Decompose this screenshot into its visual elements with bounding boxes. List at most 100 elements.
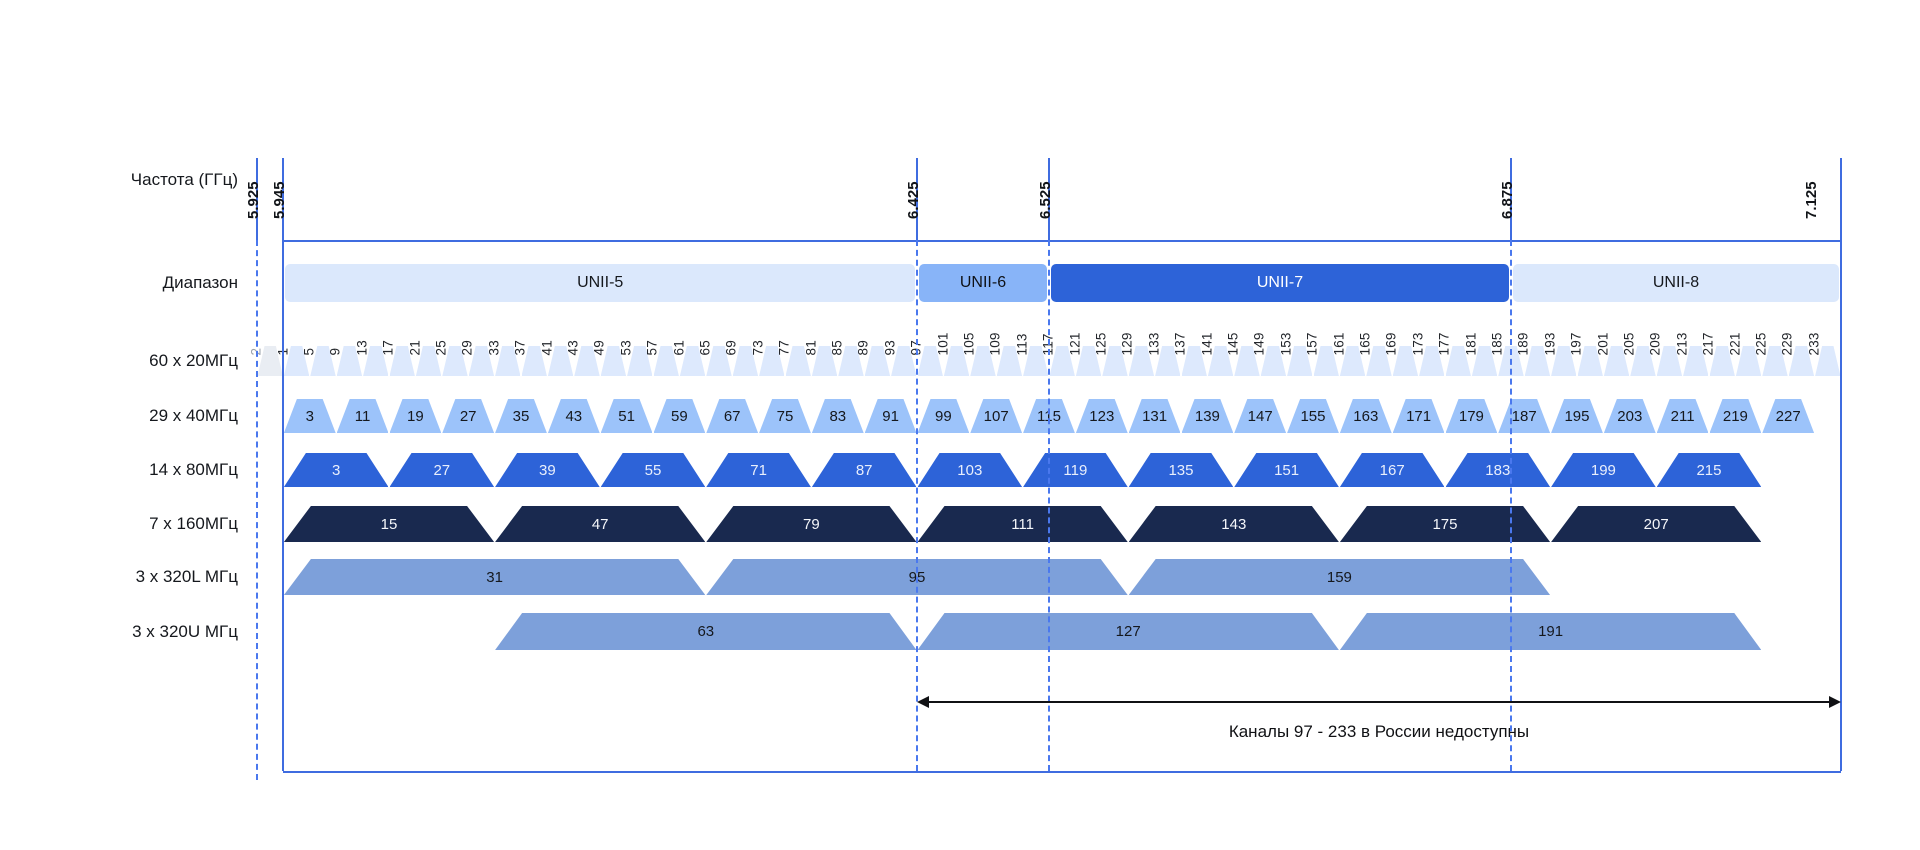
channel-number-label: 69 bbox=[723, 340, 739, 356]
channel-label: 187 bbox=[1511, 407, 1537, 425]
channel-label: 215 bbox=[1696, 461, 1722, 479]
channel-trapezoid: 195 bbox=[1551, 399, 1603, 433]
channel-label: 75 bbox=[776, 407, 794, 425]
channel-label: 195 bbox=[1564, 407, 1590, 425]
channel-trapezoid: 47 bbox=[495, 506, 705, 542]
channel-trapezoid: 155 bbox=[1287, 399, 1339, 433]
channel-trapezoid: 43 bbox=[548, 399, 600, 433]
channel-number-label: 225 bbox=[1753, 332, 1769, 356]
channel-label: 163 bbox=[1353, 407, 1379, 425]
channel-label: 131 bbox=[1142, 407, 1168, 425]
channel-label: 219 bbox=[1722, 407, 1748, 425]
row-label: 7 x 160МГц bbox=[149, 514, 238, 533]
channel-number-label: 161 bbox=[1331, 332, 1347, 356]
channel-label: 167 bbox=[1379, 461, 1405, 479]
channel-label: 111 bbox=[1011, 515, 1034, 533]
channel-number-label: 109 bbox=[987, 332, 1003, 356]
channel-trapezoid: 199 bbox=[1551, 453, 1656, 487]
channel-trapezoid: 59 bbox=[654, 399, 706, 433]
tick-line-5.925 bbox=[256, 240, 258, 780]
channel-trapezoid: 119 bbox=[1023, 453, 1128, 487]
channel-trapezoid: 91 bbox=[865, 399, 917, 433]
channel-label: 99 bbox=[935, 407, 952, 425]
tick-label: 5.925 bbox=[245, 181, 262, 219]
channel-trapezoid: 227 bbox=[1762, 399, 1814, 433]
channel-number-label: 189 bbox=[1515, 332, 1531, 356]
channel-label: 179 bbox=[1458, 407, 1484, 425]
channel-label: 191 bbox=[1538, 623, 1564, 640]
channel-label: 3 bbox=[332, 461, 341, 479]
channel-trapezoid: 75 bbox=[759, 399, 811, 433]
channel-number-label: 49 bbox=[591, 340, 607, 356]
channel-trapezoid: 31 bbox=[284, 559, 705, 595]
tick-line-upper bbox=[1510, 158, 1512, 240]
channel-trapezoid: 219 bbox=[1710, 399, 1762, 433]
channel-label: 107 bbox=[983, 407, 1009, 425]
channel-number-label: 13 bbox=[354, 340, 370, 356]
channel-number-label: 197 bbox=[1568, 332, 1584, 356]
channel-number-label: 185 bbox=[1489, 332, 1505, 356]
channel-label: 207 bbox=[1643, 515, 1669, 533]
channel-number-label: 205 bbox=[1621, 332, 1637, 356]
channel-label: 67 bbox=[723, 407, 741, 425]
channel-number-label: 17 bbox=[380, 340, 396, 356]
channel-trapezoid: 175 bbox=[1340, 506, 1550, 542]
channel-trapezoid: 51 bbox=[601, 399, 653, 433]
channel-label: 43 bbox=[565, 407, 583, 425]
channel-number-label: 121 bbox=[1067, 332, 1083, 356]
channel-trapezoid: 83 bbox=[812, 399, 864, 433]
channel-label: 183 bbox=[1485, 461, 1511, 479]
channel-trapezoid: 171 bbox=[1393, 399, 1445, 433]
channel-number-label: 129 bbox=[1119, 332, 1135, 356]
channel-label: 103 bbox=[957, 461, 983, 479]
tick-label: 5.945 bbox=[271, 181, 289, 219]
band-box-unii-7: UNII-7 bbox=[1051, 264, 1509, 302]
channel-number-label: 149 bbox=[1251, 332, 1267, 356]
channel-trapezoid: 3 bbox=[284, 453, 389, 487]
channel-trapezoid: 211 bbox=[1657, 399, 1709, 433]
channel-trapezoid: 15 bbox=[284, 506, 494, 542]
tick-line-upper bbox=[282, 158, 285, 240]
channel-trapezoid: 215 bbox=[1657, 453, 1762, 487]
channel-label: 39 bbox=[539, 461, 556, 479]
channel-number-label: 125 bbox=[1093, 332, 1109, 356]
annotation-arrow-right-head bbox=[1829, 696, 1841, 708]
channel-label: 47 bbox=[591, 515, 609, 533]
channel-label: 123 bbox=[1089, 407, 1115, 425]
channel-label: 83 bbox=[829, 407, 847, 425]
channel-number-label: 93 bbox=[882, 340, 898, 356]
channel-label: 15 bbox=[380, 515, 398, 533]
channel-number-label: 173 bbox=[1410, 332, 1426, 356]
row-label: 29 x 40МГц bbox=[149, 406, 238, 425]
channel-trapezoid: 55 bbox=[601, 453, 706, 487]
channel-number-label: 43 bbox=[565, 340, 581, 356]
channel-number-label: 221 bbox=[1727, 332, 1743, 356]
band-box-unii-8: UNII-8 bbox=[1513, 264, 1839, 302]
channel-label: 135 bbox=[1168, 461, 1194, 479]
tick-label: 6.525 bbox=[1037, 181, 1054, 219]
channel-label: 63 bbox=[697, 623, 715, 640]
channel-number-label: 57 bbox=[644, 340, 660, 356]
channel-number-label: 25 bbox=[433, 340, 449, 356]
band-row-label: Диапазон bbox=[162, 273, 238, 292]
tick-line-5.945 bbox=[282, 240, 285, 771]
channel-number-label: 153 bbox=[1278, 332, 1294, 356]
channel-number-label: 29 bbox=[459, 340, 475, 356]
channel-label: 139 bbox=[1194, 407, 1220, 425]
channel-trapezoid: 163 bbox=[1340, 399, 1392, 433]
axis-title: Частота (ГГц) bbox=[130, 170, 238, 189]
channel-label: 51 bbox=[618, 407, 635, 425]
channel-label: 127 bbox=[1115, 623, 1141, 640]
channel-label: 19 bbox=[407, 407, 424, 425]
channel-label: 3 bbox=[305, 407, 314, 425]
tick-line-6.875 bbox=[1510, 240, 1512, 771]
channel-trapezoid: 147 bbox=[1234, 399, 1286, 433]
channel-trapezoid: 143 bbox=[1129, 506, 1339, 542]
channel-trapezoid: 27 bbox=[390, 453, 495, 487]
channel-trapezoid: 191 bbox=[1340, 613, 1761, 650]
band-box-unii-6: UNII-6 bbox=[919, 264, 1047, 302]
band-name: UNII-5 bbox=[577, 274, 624, 291]
channel-number-label: 33 bbox=[486, 340, 502, 356]
channel-number-label: 65 bbox=[697, 340, 713, 356]
